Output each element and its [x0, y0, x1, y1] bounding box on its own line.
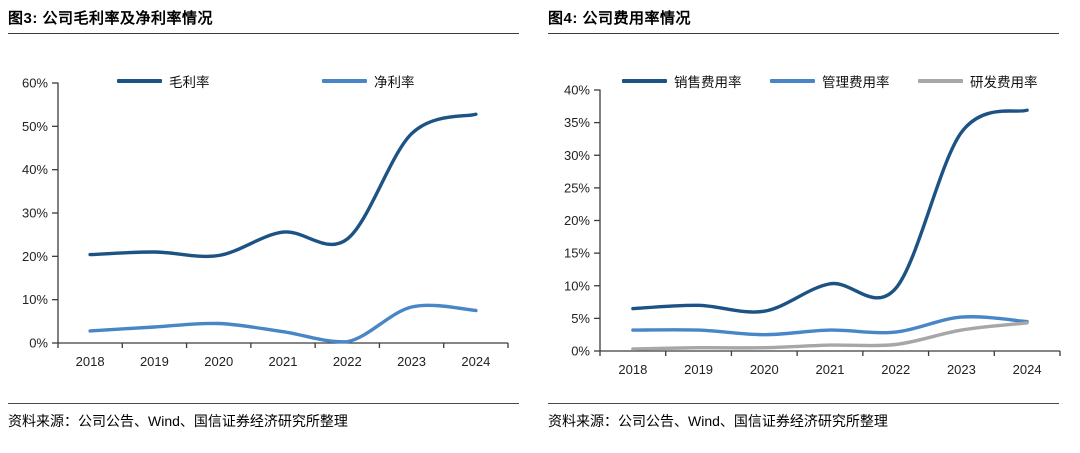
chart4-title-rule: [548, 33, 1059, 34]
y-tick-label: 60%: [22, 76, 48, 91]
gross-margin-legend-label: 毛利率: [169, 75, 210, 90]
x-tick-label: 2020: [204, 354, 233, 369]
x-tick-label: 2024: [1013, 362, 1042, 377]
legend-item-gross-margin: 毛利率: [117, 73, 210, 90]
x-tick-label: 2018: [618, 362, 647, 377]
net-margin-legend-label: 净利率: [374, 75, 415, 90]
y-tick-label: 40%: [22, 162, 48, 177]
chart3-source-text: 资料来源：公司公告、Wind、国信证券经济研究所整理: [8, 413, 348, 429]
y-tick-label: 30%: [564, 148, 590, 163]
gross-net-margin-chart: 0% 10% 20% 30% 40% 50% 60% 2018 2019 2020 2021 2022…: [22, 76, 509, 369]
x-tick-label: 2021: [269, 354, 298, 369]
chart3-title-rule: [8, 33, 519, 34]
y-tick-label: 10%: [564, 278, 590, 293]
x-axis: 2018 2019 2020 2021 2022 2023 2024: [599, 351, 1061, 377]
y-tick-label: 5%: [571, 311, 590, 326]
x-tick-label: 2024: [461, 354, 490, 369]
axis-lines: [599, 89, 1060, 352]
legend-item-admin-expense: 管理费用率: [770, 73, 890, 90]
chart3-source-rule: [8, 403, 519, 404]
chart4-title: 图4: 公司费用率情况: [548, 10, 692, 27]
expense-ratio-chart: 0% 5% 10% 15% 20% 25% 30% 35% 40% 2018 2019 2020 202…: [564, 83, 1061, 377]
y-axis: 0% 5% 10% 15% 20% 25% 30% 35% 40%: [564, 83, 600, 359]
x-tick-label: 2019: [684, 362, 713, 377]
axis-lines: [57, 82, 508, 344]
chart4-source-text: 资料来源：公司公告、Wind、国信证券经济研究所整理: [548, 413, 888, 429]
y-tick-label: 0%: [29, 336, 48, 351]
x-tick-label: 2023: [397, 354, 426, 369]
y-tick-label: 30%: [22, 206, 48, 221]
x-tick-label: 2023: [947, 362, 976, 377]
x-tick-label: 2020: [750, 362, 779, 377]
chart4-source-rule: [548, 403, 1059, 404]
legend-item-rd-expense: 研发费用率: [918, 73, 1038, 90]
rd-expense-line-swatch: [918, 79, 963, 83]
x-tick-label: 2019: [140, 354, 169, 369]
panel-expense-chart: 图4: 公司费用率情况 0% 5% 10% 15% 20% 25% 30% 35% 40% 201…: [540, 0, 1080, 453]
series-line-2: [631, 321, 1029, 351]
net-margin-line-swatch: [322, 79, 367, 83]
y-tick-label: 15%: [564, 246, 590, 261]
y-tick-label: 50%: [22, 119, 48, 134]
y-tick-label: 25%: [564, 180, 590, 195]
x-tick-label: 2021: [816, 362, 845, 377]
x-axis: 2018 2019 2020 2021 2022 2023 2024: [57, 343, 509, 369]
chart3-title: 图3: 公司毛利率及净利率情况: [8, 10, 214, 27]
x-tick-label: 2022: [333, 354, 362, 369]
series-line-0: [88, 112, 478, 259]
y-tick-label: 35%: [564, 115, 590, 130]
y-tick-label: 20%: [564, 213, 590, 228]
y-tick-label: 20%: [22, 249, 48, 264]
sales-expense-legend-label: 销售费用率: [674, 75, 742, 90]
y-tick-label: 0%: [571, 344, 590, 359]
series-line-1: [631, 315, 1029, 337]
y-tick-label: 10%: [22, 292, 48, 307]
y-tick-label: 40%: [564, 83, 590, 98]
admin-expense-legend-label: 管理费用率: [822, 75, 890, 90]
series-line-1: [88, 303, 478, 344]
panel-margin-chart: 图3: 公司毛利率及净利率情况 0% 10% 20% 30% 40% 50% 60% 2018…: [8, 10, 519, 429]
legend-item-net-margin: 净利率: [322, 73, 415, 90]
legend-item-sales-expense: 销售费用率: [622, 73, 742, 90]
series-line-0: [631, 108, 1029, 314]
sales-expense-line-swatch: [622, 79, 667, 83]
gross-margin-line-swatch: [117, 79, 162, 83]
x-tick-label: 2018: [76, 354, 105, 369]
admin-expense-line-swatch: [770, 79, 815, 83]
x-tick-label: 2022: [881, 362, 910, 377]
y-axis: 0% 10% 20% 30% 40% 50% 60%: [22, 76, 58, 351]
rd-expense-legend-label: 研发费用率: [970, 75, 1038, 90]
